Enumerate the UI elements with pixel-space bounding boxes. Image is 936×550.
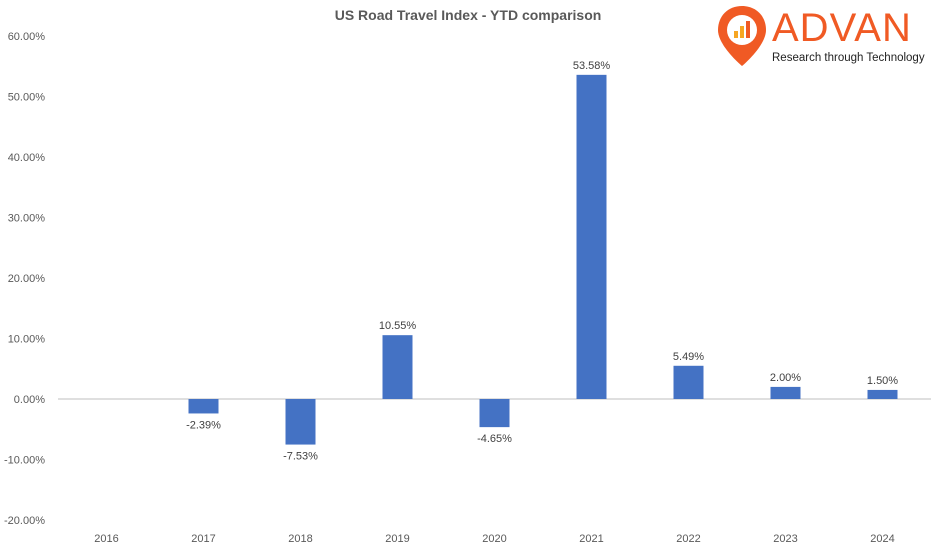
y-tick-label: 30.00% — [8, 213, 46, 225]
x-tick-label: 2024 — [870, 533, 894, 545]
x-tick-label: 2017 — [191, 533, 215, 545]
x-tick-label: 2018 — [288, 533, 312, 545]
data-label-2022: 5.49% — [673, 351, 704, 363]
data-labels-group: -2.39% -7.53% 10.55% -4.65% 53.58% 5.49% 2.00%… — [186, 60, 898, 463]
y-tick-label: 60.00% — [8, 31, 46, 43]
bar-2017 — [188, 399, 219, 414]
bar-2024 — [867, 389, 898, 399]
bar-2019 — [382, 335, 413, 399]
data-label-2021: 53.58% — [573, 60, 611, 72]
x-tick-label: 2022 — [676, 533, 700, 545]
chart-title: US Road Travel Index - YTD comparison — [335, 7, 602, 23]
data-label-2024: 1.50% — [867, 375, 898, 387]
x-tick-label: 2019 — [385, 533, 409, 545]
data-label-2023: 2.00% — [770, 372, 801, 384]
y-tick-label: -10.00% — [4, 455, 45, 467]
data-label-2019: 10.55% — [379, 320, 417, 332]
y-tick-label: 20.00% — [8, 273, 46, 285]
advan-logo: ADVAN Research through Technology — [714, 4, 926, 68]
x-axis: 2016 2017 2018 2019 2020 2021 2022 2023 2024 — [94, 533, 894, 545]
y-tick-label: 50.00% — [8, 92, 46, 104]
y-axis: 60.00% 50.00% 40.00% 30.00% 20.00% 10.00% 0.00… — [4, 31, 931, 527]
data-label-2018: -7.53% — [283, 451, 318, 463]
bar-2021 — [576, 74, 607, 399]
y-tick-label: -20.00% — [4, 515, 45, 527]
bar-2022 — [673, 365, 704, 399]
logo-tagline: Research through Technology — [772, 52, 925, 64]
y-tick-label: 40.00% — [8, 152, 46, 164]
data-label-2020: -4.65% — [477, 433, 512, 445]
x-tick-label: 2020 — [482, 533, 506, 545]
y-tick-label: 0.00% — [14, 394, 45, 406]
x-tick-label: 2016 — [94, 533, 118, 545]
bar-2018 — [285, 399, 316, 445]
bar-2020 — [479, 399, 510, 428]
map-pin-icon — [718, 6, 766, 66]
x-tick-label: 2023 — [773, 533, 797, 545]
bars-group — [188, 74, 898, 445]
bar-2023 — [770, 386, 801, 399]
y-tick-label: 10.00% — [8, 334, 46, 346]
data-label-2017: -2.39% — [186, 419, 221, 431]
logo-wordmark: ADVAN — [772, 6, 912, 50]
x-tick-label: 2021 — [579, 533, 603, 545]
